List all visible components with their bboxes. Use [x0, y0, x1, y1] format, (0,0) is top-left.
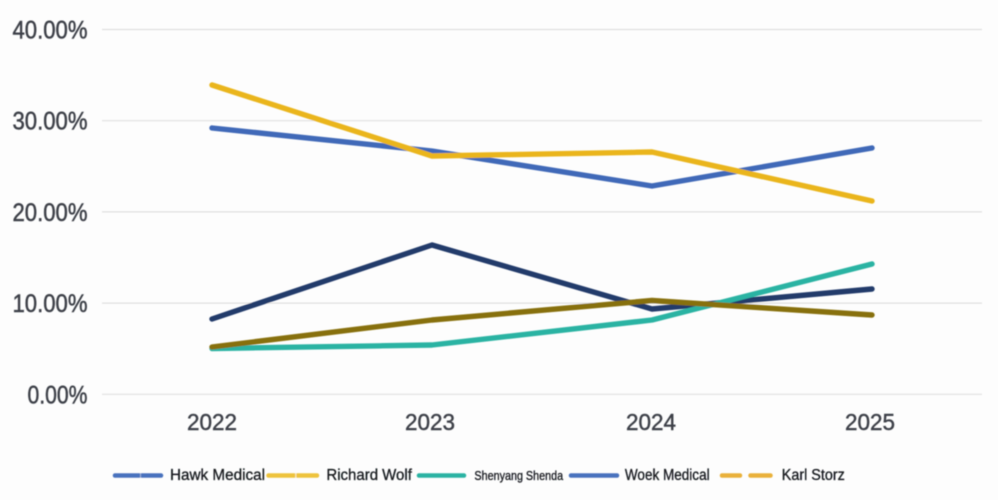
svg-text:20.00%: 20.00% [13, 199, 88, 227]
svg-text:Hawk Medical: Hawk Medical [170, 467, 265, 484]
svg-text:Shenyang Shenda: Shenyang Shenda [474, 468, 563, 483]
svg-text:0.00%: 0.00% [28, 381, 88, 409]
svg-text:2025: 2025 [845, 409, 895, 435]
svg-text:2023: 2023 [405, 409, 455, 435]
svg-text:30.00%: 30.00% [13, 108, 88, 136]
svg-text:2022: 2022 [187, 409, 237, 435]
svg-text:Karl Storz: Karl Storz [782, 467, 845, 484]
svg-text:40.00%: 40.00% [13, 17, 88, 45]
svg-text:Woek Medical: Woek Medical [625, 467, 710, 484]
svg-text:Richard Wolf: Richard Wolf [326, 467, 412, 484]
svg-text:2024: 2024 [626, 409, 676, 435]
svg-text:10.00%: 10.00% [13, 290, 88, 318]
